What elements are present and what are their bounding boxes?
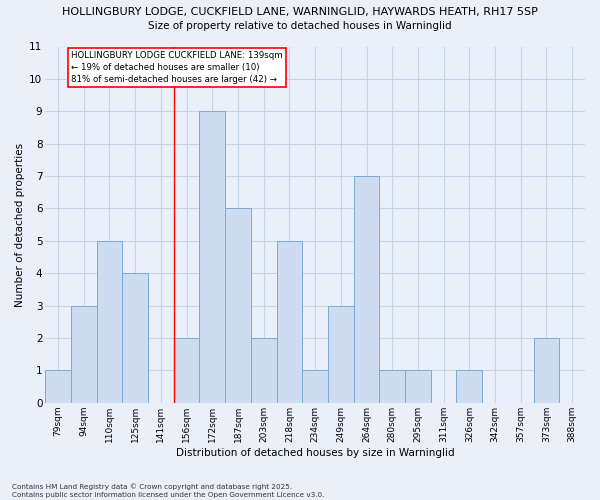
X-axis label: Distribution of detached houses by size in Warninglid: Distribution of detached houses by size … (176, 448, 454, 458)
Text: Contains HM Land Registry data © Crown copyright and database right 2025.
Contai: Contains HM Land Registry data © Crown c… (12, 484, 325, 498)
Bar (45, 370, 71, 403)
Text: HOLLINGBURY LODGE, CUCKFIELD LANE, WARNINGLID, HAYWARDS HEATH, RH17 5SP: HOLLINGBURY LODGE, CUCKFIELD LANE, WARNI… (62, 8, 538, 18)
Bar (199, 112, 225, 403)
Bar (174, 338, 199, 403)
Bar (71, 306, 97, 403)
Bar (302, 370, 328, 403)
Text: Size of property relative to detached houses in Warninglid: Size of property relative to detached ho… (148, 21, 452, 31)
Bar (328, 306, 353, 403)
Bar (277, 241, 302, 403)
Bar (533, 338, 559, 403)
Bar (353, 176, 379, 403)
Bar (379, 370, 405, 403)
Y-axis label: Number of detached properties: Number of detached properties (15, 142, 25, 306)
Bar (405, 370, 431, 403)
Bar (225, 208, 251, 403)
Bar (457, 370, 482, 403)
Bar (251, 338, 277, 403)
Text: HOLLINGBURY LODGE CUCKFIELD LANE: 139sqm
← 19% of detached houses are smaller (1: HOLLINGBURY LODGE CUCKFIELD LANE: 139sqm… (71, 52, 283, 84)
Bar (97, 241, 122, 403)
Bar (122, 273, 148, 403)
